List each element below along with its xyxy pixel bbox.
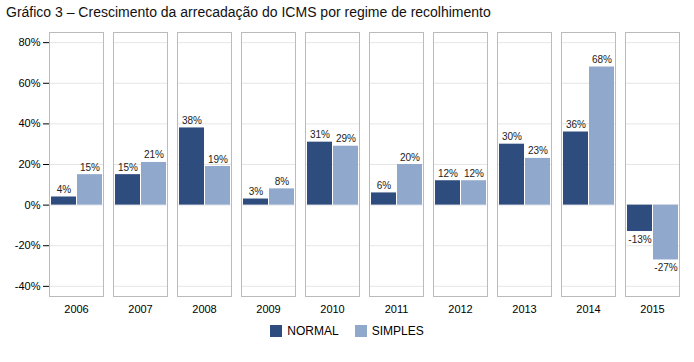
- svg-text:23%: 23%: [528, 145, 548, 156]
- svg-text:31%: 31%: [310, 129, 330, 140]
- svg-text:2009: 2009: [256, 303, 280, 315]
- svg-text:20%: 20%: [18, 158, 40, 170]
- svg-text:29%: 29%: [336, 133, 356, 144]
- svg-text:40%: 40%: [18, 117, 40, 129]
- svg-text:6%: 6%: [377, 180, 392, 191]
- svg-text:30%: 30%: [502, 131, 522, 142]
- svg-text:68%: 68%: [592, 54, 612, 65]
- svg-text:2007: 2007: [128, 303, 152, 315]
- html-text:Gráfico 3 – Crescimento da arr: Gráfico 3 – Crescimento da arrecadação d…: [6, 4, 491, 20]
- svg-text:15%: 15%: [80, 162, 100, 173]
- svg-text:2010: 2010: [320, 303, 344, 315]
- svg-text:-13%: -13%: [628, 234, 651, 245]
- svg-text:-20%: -20%: [15, 239, 41, 251]
- svg-text:-27%: -27%: [654, 262, 677, 273]
- svg-text:2011: 2011: [385, 303, 409, 315]
- html-text:SIMPLES: SIMPLES: [371, 324, 424, 338]
- svg-text:21%: 21%: [144, 149, 164, 160]
- svg-text:4%: 4%: [57, 184, 72, 195]
- svg-text:2006: 2006: [64, 303, 88, 315]
- svg-text:2015: 2015: [640, 303, 664, 315]
- svg-text:38%: 38%: [182, 115, 202, 126]
- svg-text:8%: 8%: [275, 176, 290, 187]
- svg-text:15%: 15%: [118, 162, 138, 173]
- svg-text:19%: 19%: [208, 154, 228, 165]
- svg-text:2013: 2013: [512, 303, 536, 315]
- svg-text:12%: 12%: [464, 168, 484, 179]
- svg-text:80%: 80%: [18, 36, 40, 48]
- svg-text:12%: 12%: [438, 168, 458, 179]
- svg-text:2008: 2008: [192, 303, 216, 315]
- svg-text:2014: 2014: [576, 303, 600, 315]
- svg-text:2012: 2012: [448, 303, 472, 315]
- svg-text:36%: 36%: [566, 119, 586, 130]
- svg-text:0%: 0%: [25, 199, 41, 211]
- svg-text:20%: 20%: [400, 152, 420, 163]
- svg-text:3%: 3%: [249, 186, 264, 197]
- svg-text:-40%: -40%: [15, 280, 41, 292]
- svg-text:60%: 60%: [18, 77, 40, 89]
- html-text:NORMAL: NORMAL: [287, 324, 339, 338]
